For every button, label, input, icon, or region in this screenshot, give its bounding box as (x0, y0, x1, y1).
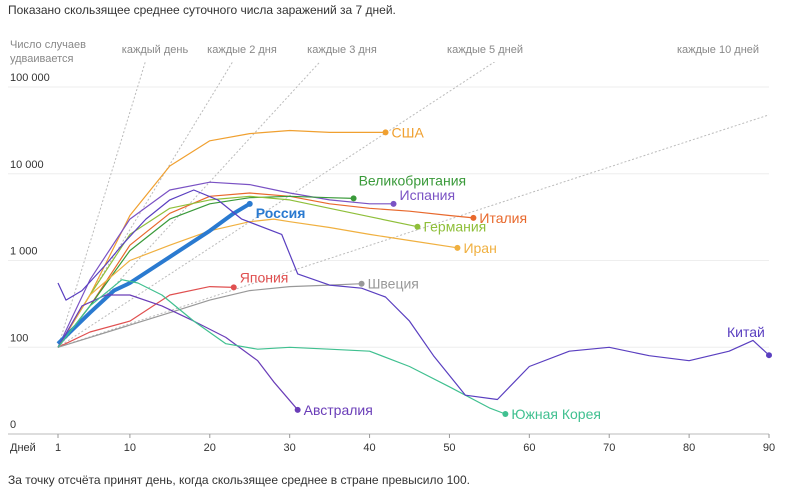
x-tick-label: 20 (204, 442, 216, 454)
series-line (57, 286, 234, 348)
end-point (390, 200, 397, 207)
series-line (57, 294, 299, 411)
series-label: Южная Корея (511, 406, 601, 422)
x-tick-label: 50 (443, 442, 455, 454)
series-label: Иран (463, 240, 496, 256)
series-label: Австралия (304, 402, 373, 418)
end-point (382, 129, 389, 136)
end-point (414, 223, 421, 230)
x-tick-label: 1 (55, 442, 61, 454)
series-line (57, 195, 354, 348)
series-line (57, 218, 458, 348)
x-tick-label: 80 (683, 442, 695, 454)
y-tick-label: 100 (10, 332, 28, 344)
doubling-label: каждые 5 дней (447, 44, 523, 56)
end-point (230, 284, 237, 291)
doubling-label: каждые 2 дня (207, 44, 277, 56)
x-tick-label: 60 (523, 442, 535, 454)
end-point (294, 406, 301, 413)
x-tick-label: 10 (124, 442, 136, 454)
series-label: Китай (727, 324, 765, 340)
y-tick-label: 1 000 (10, 246, 38, 258)
doubling-label: каждые 10 дней (677, 44, 759, 56)
end-point (350, 195, 357, 202)
doubling-line (58, 62, 496, 348)
end-point (502, 411, 509, 418)
series-line (57, 189, 770, 401)
end-point (454, 244, 461, 251)
series-line (57, 283, 362, 348)
series-line (57, 279, 506, 415)
series-line (57, 181, 394, 348)
series-label: Великобритания (359, 172, 467, 188)
series-label: Испания (400, 187, 456, 203)
series-line (57, 195, 418, 348)
x-tick-label: 90 (763, 442, 775, 454)
end-point (246, 200, 253, 207)
end-point (358, 280, 365, 287)
series-label: Россия (256, 205, 306, 221)
series-label: Швеция (368, 276, 419, 292)
x-tick-label: 70 (603, 442, 615, 454)
doubling-label: каждый день (122, 44, 189, 56)
doubling-header: Число случаев удваивается (10, 39, 86, 65)
y-tick-label: 100 000 (10, 72, 50, 84)
series-line (57, 192, 474, 348)
series-line (57, 129, 386, 348)
footnote: За точку отсчёта принят день, когда скол… (8, 473, 470, 487)
series-label: США (392, 124, 425, 140)
doubling-line (58, 114, 770, 348)
x-axis-label: Дней (10, 442, 36, 454)
y-tick-label: 10 000 (10, 159, 44, 171)
series-label: Италия (479, 210, 527, 226)
end-point (470, 214, 477, 221)
end-point (766, 352, 772, 359)
doubling-label: каждые 3 дня (307, 44, 377, 56)
series-label: Япония (240, 269, 289, 285)
x-tick-label: 40 (363, 442, 375, 454)
x-tick-label: 30 (284, 442, 296, 454)
series-label: Германия (423, 219, 486, 235)
chart-title: Показано скользящее среднее суточного чи… (8, 3, 396, 17)
series-line (56, 202, 251, 346)
y-tick-label: 0 (10, 419, 16, 431)
